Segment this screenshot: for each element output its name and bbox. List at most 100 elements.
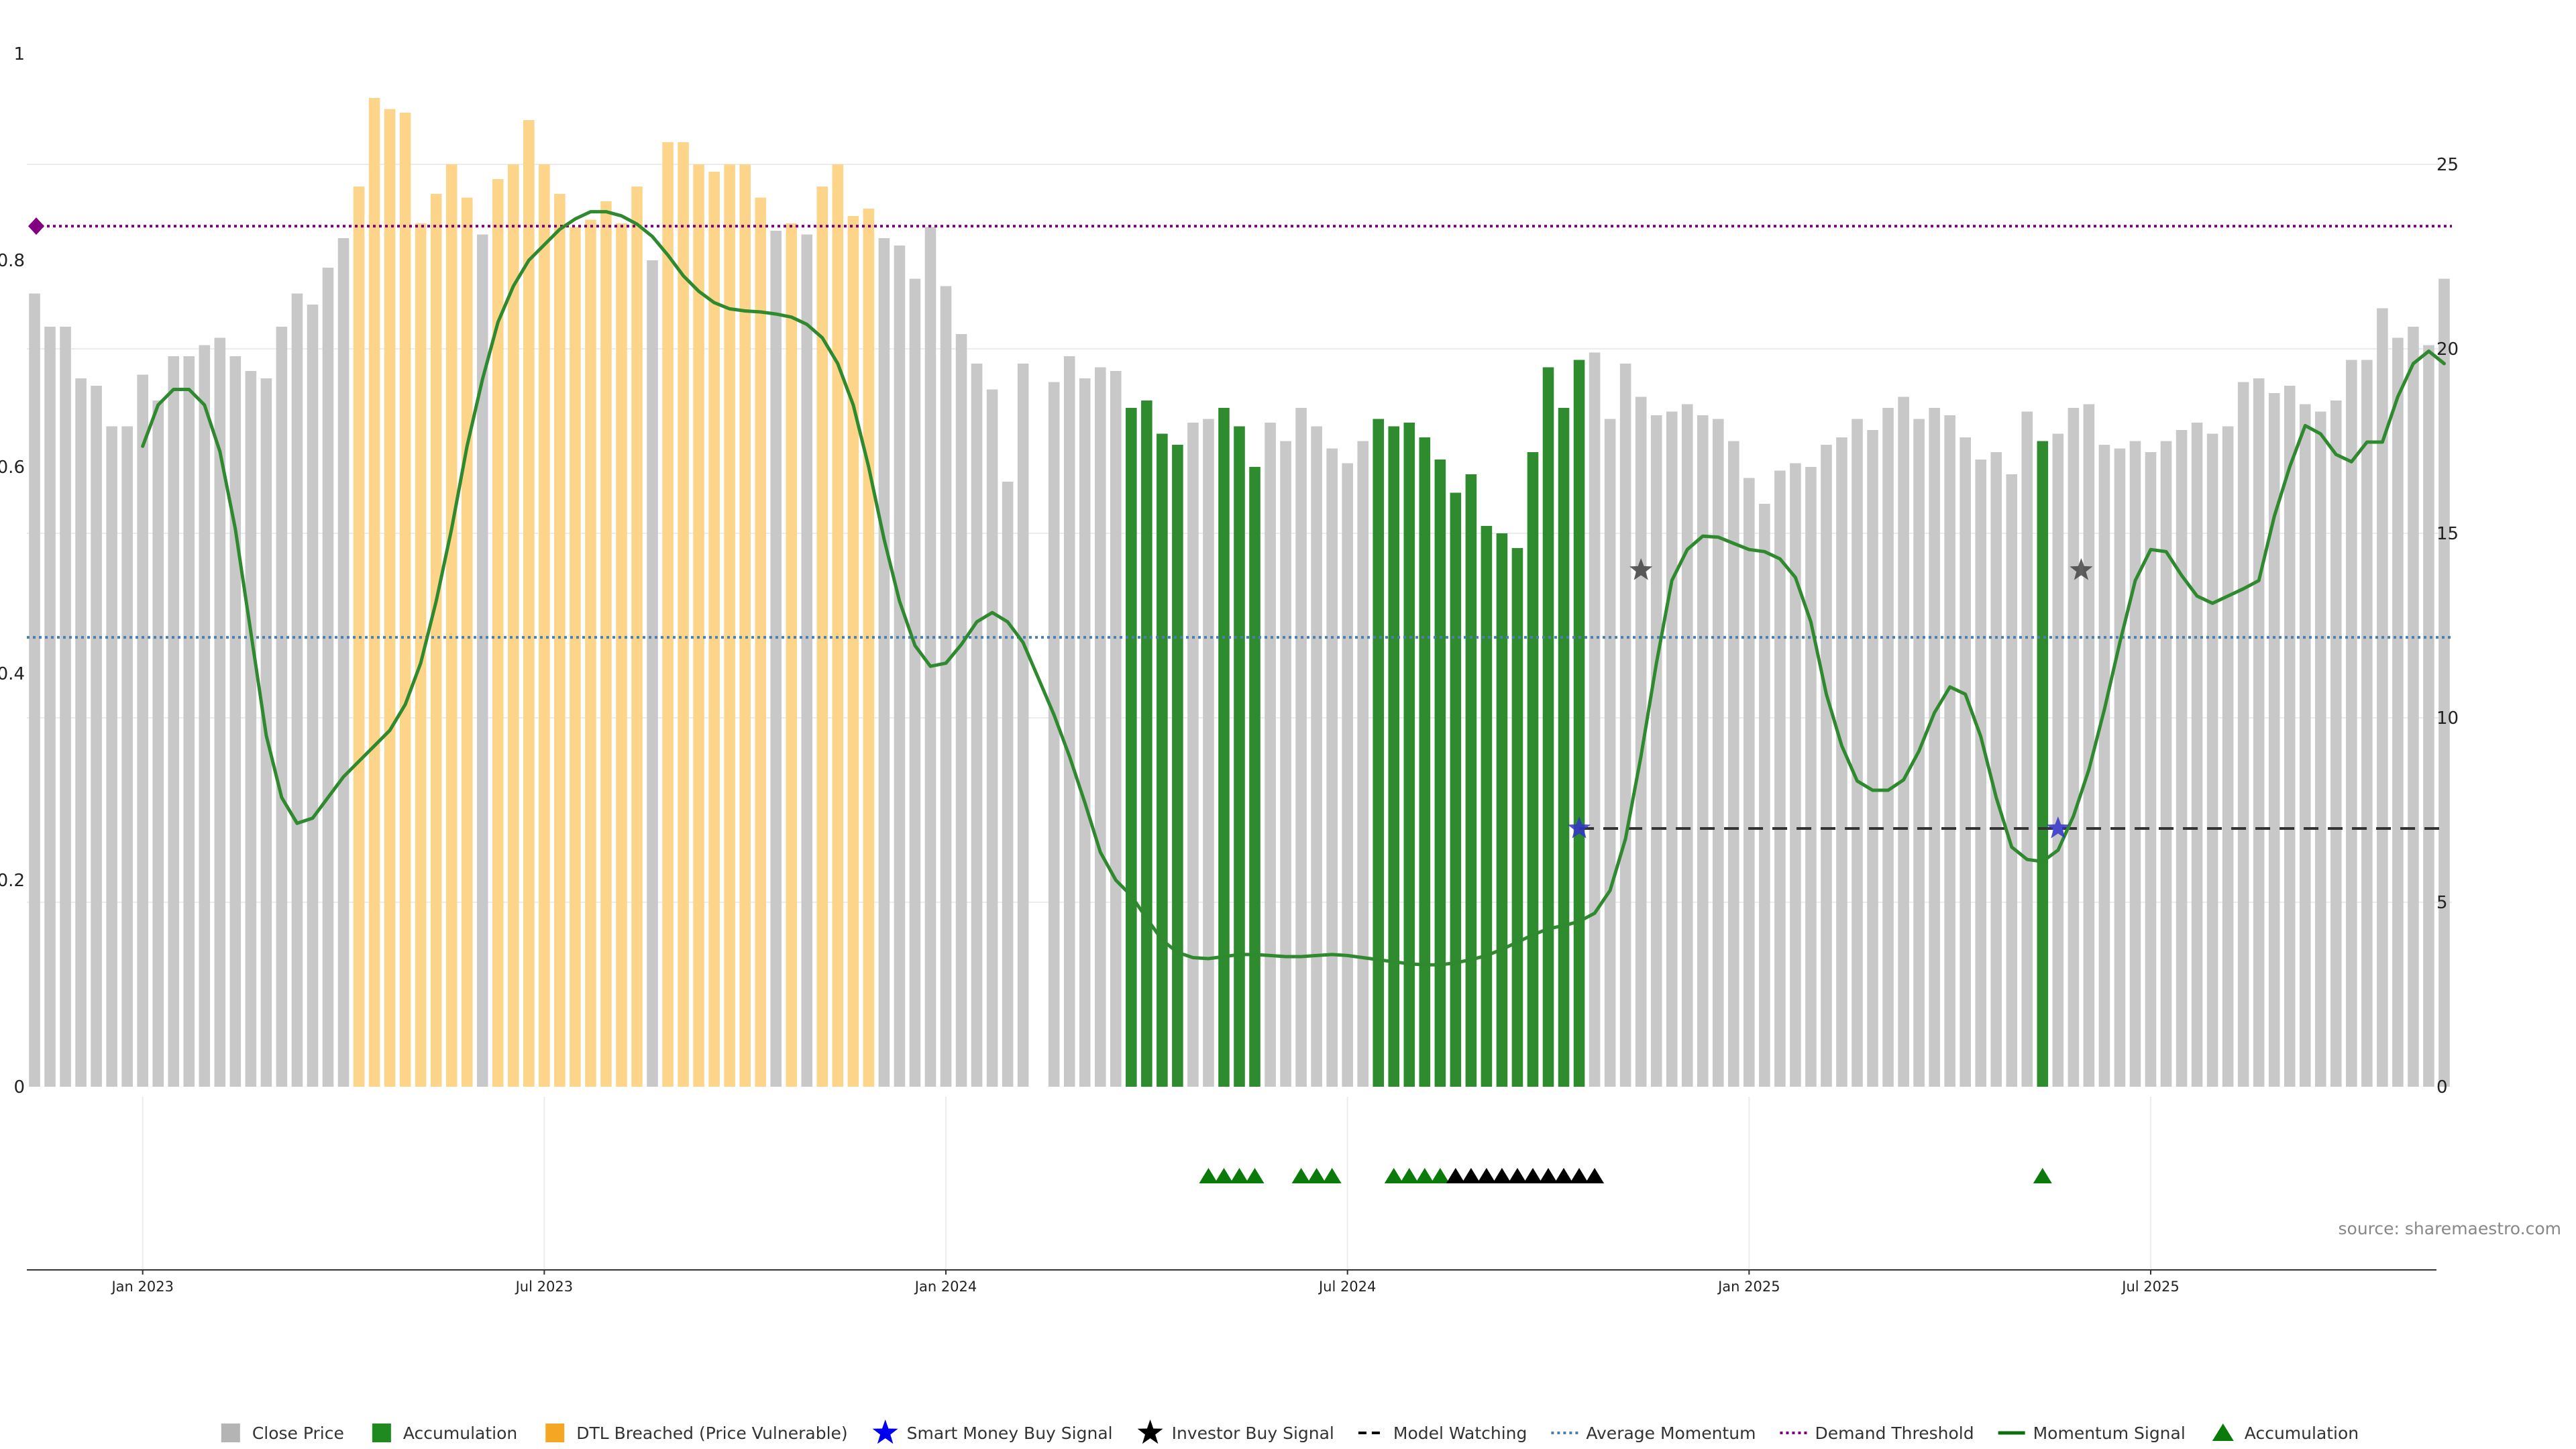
dtl-breached-bar <box>399 113 411 1087</box>
close-price-bar <box>2438 278 2450 1087</box>
close-price-bar <box>1805 467 1817 1087</box>
accumulation-bar <box>1465 474 1477 1087</box>
accumulation-bar <box>1403 423 1415 1087</box>
left-axis-tick-label: 0.2 <box>0 871 25 891</box>
close-price-bar <box>1882 408 1894 1087</box>
close-price-bar <box>1017 364 1029 1087</box>
accumulation-bar <box>1573 360 1585 1087</box>
accumulation-bar <box>1388 426 1400 1087</box>
close-price-bar <box>1713 419 1724 1087</box>
close-price-bar <box>2098 445 2110 1087</box>
close-price-bar <box>106 426 117 1087</box>
close-price-bar <box>1048 382 1060 1087</box>
close-price-bar <box>121 426 133 1087</box>
close-price-bar <box>1666 411 1678 1087</box>
dtl-breached-bar <box>430 194 442 1087</box>
accumulation-bar <box>1450 492 1462 1087</box>
dtl-breached-bar <box>508 164 519 1087</box>
accumulation-bar <box>1434 460 1446 1087</box>
close-price-bar <box>307 305 319 1087</box>
close-price-bar <box>2222 426 2234 1087</box>
close-price-bar <box>199 345 211 1087</box>
dtl-breached-bar <box>461 197 473 1087</box>
close-price-bar <box>770 231 782 1087</box>
close-price-bar <box>2176 430 2188 1087</box>
close-price-bar <box>1821 445 1832 1087</box>
close-price-bar <box>955 334 967 1087</box>
accumulation-bar <box>1126 408 1137 1087</box>
close-price-bar <box>2377 308 2388 1087</box>
accumulation-bar <box>1141 400 1152 1087</box>
close-price-bar <box>44 327 56 1087</box>
watching-marker <box>1539 1168 1558 1183</box>
accumulation-bar <box>1419 437 1431 1087</box>
accumulation-marker <box>2033 1168 2052 1183</box>
close-price-bar <box>291 293 303 1087</box>
accumulation-marker <box>1214 1168 1234 1183</box>
close-price-bar <box>2021 411 2033 1087</box>
accumulation-marker <box>1430 1168 1450 1183</box>
close-price-bar <box>2392 337 2404 1087</box>
x-axis-tick-label: Jul 2023 <box>515 1279 573 1295</box>
x-axis-tick-label: Jan 2023 <box>110 1279 174 1295</box>
legend-label: Close Price <box>252 1424 344 1443</box>
left-axis-tick-label: 1 <box>13 44 25 64</box>
close-price-bar <box>2314 411 2326 1087</box>
close-price-bar <box>29 293 40 1087</box>
accumulation-bar <box>1234 426 1245 1087</box>
right-axis-tick-label: 5 <box>2436 893 2448 913</box>
source-label: source: sharemaestro.com <box>2339 1219 2562 1238</box>
close-price-bar <box>1697 415 1709 1087</box>
x-axis-tick-label: Jul 2025 <box>2121 1279 2179 1295</box>
x-axis-tick-label: Jan 2025 <box>1717 1279 1780 1295</box>
watching-marker <box>1507 1168 1527 1183</box>
close-price-bar <box>1681 404 1693 1087</box>
close-price-bar <box>75 378 87 1087</box>
accumulation-bar <box>1527 452 1539 1087</box>
accumulation-marker <box>1245 1168 1265 1183</box>
dtl-breached-bar <box>585 219 596 1087</box>
dtl-breached-bar <box>415 223 427 1087</box>
close-price-bar <box>971 364 983 1087</box>
close-price-bar <box>1774 470 1786 1087</box>
dtl-breached-bar <box>600 201 612 1087</box>
close-price-bar <box>322 268 334 1087</box>
close-price-bar <box>1002 482 1014 1087</box>
accumulation-marker <box>1291 1168 1311 1183</box>
close-price-bar <box>1743 478 1755 1087</box>
close-price-bar <box>1311 426 1322 1087</box>
dtl-breached-bar <box>739 164 751 1087</box>
demand-threshold-diamond <box>28 217 44 235</box>
close-price-bar <box>647 260 658 1087</box>
right-axis-tick-label: 15 <box>2436 524 2459 544</box>
legend-triangle-icon <box>2212 1424 2234 1441</box>
close-price-bar <box>2114 448 2126 1087</box>
close-price-bar <box>2361 360 2373 1087</box>
smart-money-buy-signal <box>1567 816 1591 839</box>
accumulation-bar <box>1249 467 1260 1087</box>
x-axis-tick-label: Jul 2024 <box>1318 1279 1376 1295</box>
close-price-bar <box>1604 419 1616 1087</box>
close-price-bar <box>2268 393 2280 1087</box>
close-price-bar <box>2052 433 2064 1087</box>
close-price-bar <box>229 356 241 1087</box>
close-price-bar <box>801 234 813 1087</box>
accumulation-bar <box>1373 419 1385 1087</box>
accumulation-bar <box>1558 408 1570 1087</box>
watching-marker <box>1554 1168 1574 1183</box>
left-axis-tick-label: 0.4 <box>0 664 25 684</box>
accumulation-bar <box>1157 433 1168 1087</box>
close-price-bar <box>137 374 148 1087</box>
accumulation-bar <box>1496 533 1508 1087</box>
momentum-signal-line <box>141 210 2446 967</box>
right-axis-tick-label: 10 <box>2436 708 2459 729</box>
watching-marker <box>1570 1168 1589 1183</box>
close-price-bar <box>1990 452 2002 1087</box>
close-price-bar <box>2006 474 2018 1087</box>
close-price-bar <box>1295 408 1307 1087</box>
close-price-bar <box>1929 408 1940 1087</box>
left-axis-tick-label: 0.6 <box>0 458 25 478</box>
legend-label: Demand Threshold <box>1815 1424 1974 1443</box>
legend-label: Model Watching <box>1393 1424 1527 1443</box>
